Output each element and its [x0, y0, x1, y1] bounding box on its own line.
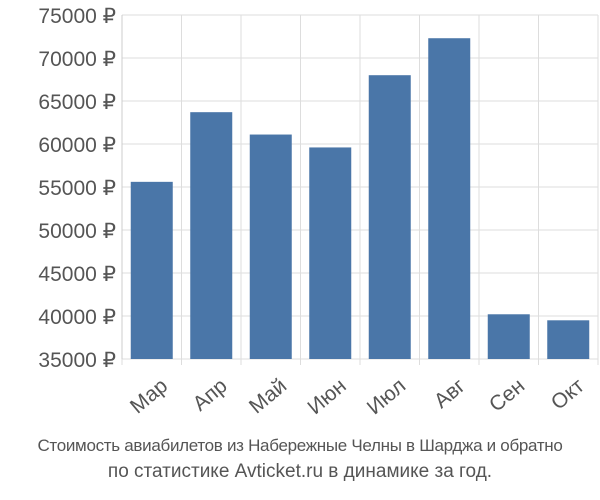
- bar-7: [487, 314, 530, 359]
- bars: [130, 38, 590, 360]
- x-tick-label: Май: [245, 374, 291, 418]
- bar-chart: 35000 ₽ 40000 ₽ 45000 ₽ 50000 ₽ 55000 ₽ 60000…: [38, 5, 599, 419]
- bar-1: [130, 181, 173, 359]
- y-tick-label: 35000 ₽: [38, 349, 116, 372]
- chart-caption-line-2: по статистике Avticket.ru в динамике за …: [107, 461, 493, 482]
- x-tick-label: Июн: [303, 374, 350, 419]
- y-tick-label: 50000 ₽: [38, 220, 116, 243]
- bar-8: [547, 320, 590, 359]
- y-tick-label: 40000 ₽: [38, 306, 116, 329]
- bar-6: [428, 38, 471, 359]
- chart-caption-line-1: Стоимость авиабилетов из Набережные Челн…: [37, 436, 563, 455]
- y-tick-label: 70000 ₽: [38, 48, 116, 71]
- bar-3: [249, 134, 292, 359]
- x-tick-label: Мар: [126, 374, 172, 418]
- bar-2: [190, 112, 233, 360]
- y-axis-tick-labels: 35000 ₽ 40000 ₽ 45000 ₽ 50000 ₽ 55000 ₽ 60000…: [38, 5, 116, 372]
- y-tick-label: 75000 ₽: [38, 5, 116, 28]
- y-tick-label: 65000 ₽: [38, 91, 116, 114]
- y-tick-label: 45000 ₽: [38, 263, 116, 286]
- x-tick-label: Апр: [189, 374, 232, 415]
- x-tick-label: Авг: [430, 374, 470, 413]
- y-tick-label: 60000 ₽: [38, 134, 116, 157]
- x-tick-label: Июл: [363, 374, 410, 419]
- x-tick-label: Окт: [547, 374, 589, 415]
- y-tick-label: 55000 ₽: [38, 177, 116, 200]
- x-tick-label: Сен: [485, 374, 529, 416]
- bar-5: [368, 75, 411, 359]
- x-axis-tick-labels: Мар Апр Май Июн Июл Авг Сен Окт: [126, 374, 589, 419]
- bar-4: [309, 147, 352, 359]
